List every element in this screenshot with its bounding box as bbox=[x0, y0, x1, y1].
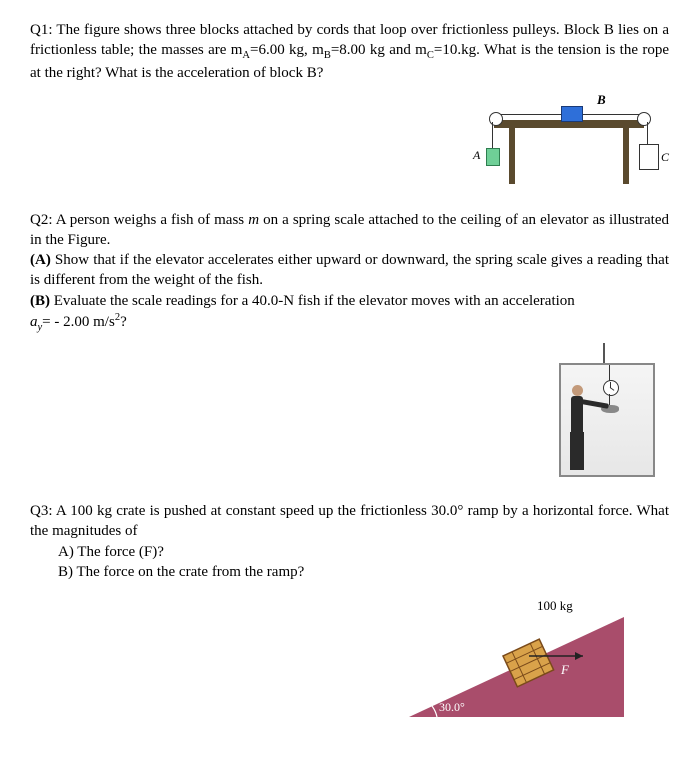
q3-part-b: B) The force on the crate from the ramp? bbox=[30, 562, 669, 582]
q2-qmark: ? bbox=[120, 314, 127, 330]
q1-sub-c: C bbox=[427, 50, 434, 61]
q1-val-b: =8.00 kg and m bbox=[331, 42, 427, 58]
question-3: Q3: A 100 kg crate is pushed at constant… bbox=[30, 501, 669, 720]
q3-part-a: A) The force (F)? bbox=[30, 542, 669, 562]
label-b: B bbox=[597, 92, 606, 108]
q2-m: m bbox=[248, 212, 259, 228]
label-c: C bbox=[661, 150, 669, 165]
angle-label: 30.0° bbox=[439, 700, 465, 715]
q2-part-a-text: Show that if the elevator accelerates ei… bbox=[30, 252, 669, 288]
q3-figure-wrap: 100 kg F 30.0° bbox=[30, 590, 669, 720]
q1-figure: B A C bbox=[469, 92, 669, 192]
q1-sub-a: A bbox=[242, 50, 250, 61]
q1-figure-wrap: B A C bbox=[30, 92, 669, 192]
scale-hanger bbox=[609, 365, 610, 381]
q2-intro-a: A person weighs a fish of mass bbox=[53, 212, 249, 228]
q1-sub-b: B bbox=[324, 50, 331, 61]
elevator-cable bbox=[603, 343, 605, 363]
force-label: F bbox=[561, 662, 569, 678]
q3-intro: Q3: A 100 kg crate is pushed at constant… bbox=[30, 501, 669, 542]
q1-prefix: Q1: bbox=[30, 22, 53, 38]
cord-left bbox=[492, 122, 493, 148]
table-leg-right bbox=[623, 128, 629, 184]
question-1: Q1: The figure shows three blocks attach… bbox=[30, 20, 669, 192]
person-legs bbox=[570, 432, 584, 470]
person-icon bbox=[567, 385, 587, 471]
ramp-svg bbox=[399, 590, 629, 720]
q2-part-a: (A) Show that if the elevator accelerate… bbox=[30, 250, 669, 291]
q2-part-a-label: (A) bbox=[30, 252, 51, 268]
mass-label: 100 kg bbox=[537, 598, 573, 614]
block-b bbox=[561, 106, 583, 122]
block-c bbox=[639, 144, 659, 170]
q3-figure: 100 kg F 30.0° bbox=[399, 590, 629, 720]
q3-prefix: Q3: bbox=[30, 503, 53, 519]
q2-part-b-text: Evaluate the scale readings for a 40.0-N… bbox=[50, 293, 575, 309]
q1-val-a: =6.00 kg, m bbox=[250, 42, 324, 58]
q2-ay: a bbox=[30, 314, 38, 330]
q2-figure bbox=[539, 343, 669, 483]
q2-part-b-label: (B) bbox=[30, 293, 50, 309]
q3-intro-text: A 100 kg crate is pushed at constant spe… bbox=[30, 503, 669, 539]
person-head bbox=[572, 385, 583, 396]
spring-scale-icon bbox=[603, 380, 619, 396]
q2-ay-val: = - 2.00 m/s bbox=[42, 314, 115, 330]
label-a: A bbox=[473, 148, 480, 163]
q2-part-b: (B) Evaluate the scale readings for a 40… bbox=[30, 291, 669, 335]
pulley-right-icon bbox=[637, 112, 651, 126]
q2-prefix: Q2: bbox=[30, 212, 53, 228]
q2-figure-wrap bbox=[30, 343, 669, 483]
block-a bbox=[486, 148, 500, 166]
table-leg-left bbox=[509, 128, 515, 184]
q2-intro: Q2: A person weighs a fish of mass m on … bbox=[30, 210, 669, 251]
q1-text: Q1: The figure shows three blocks attach… bbox=[30, 20, 669, 84]
cord-right bbox=[647, 122, 648, 144]
question-2: Q2: A person weighs a fish of mass m on … bbox=[30, 210, 669, 483]
